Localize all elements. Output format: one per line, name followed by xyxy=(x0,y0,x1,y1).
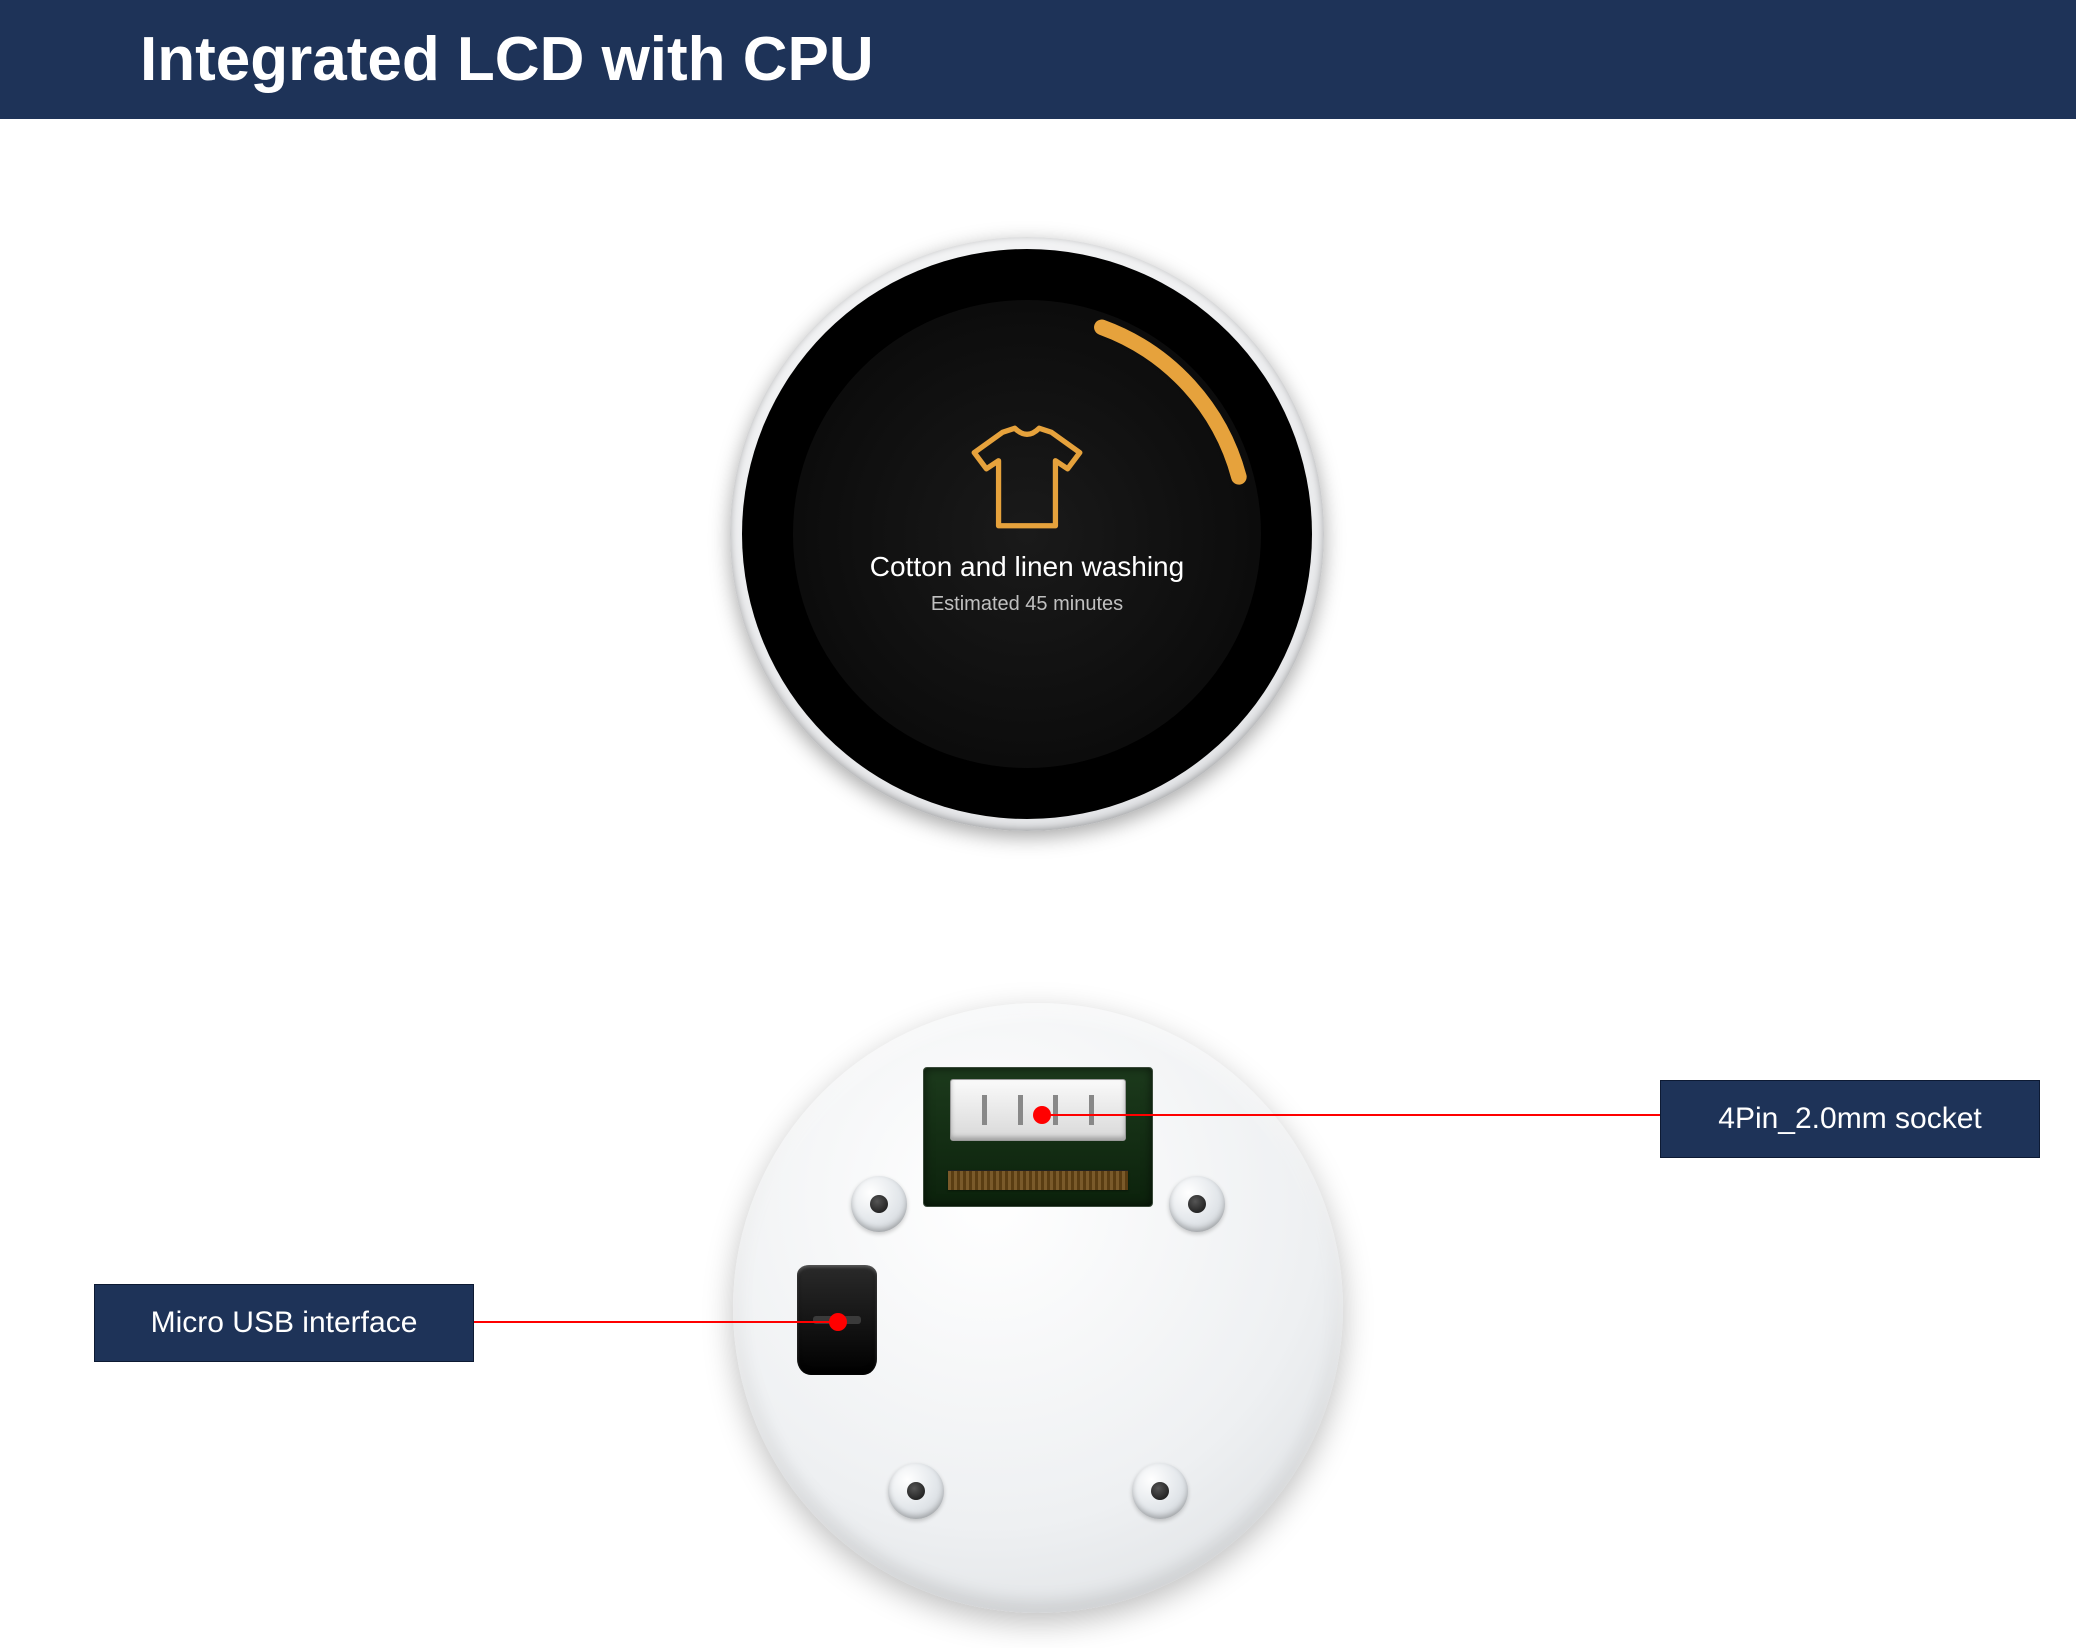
connector-pin xyxy=(1018,1095,1023,1125)
standoff xyxy=(1169,1176,1225,1232)
callout-line-socket xyxy=(1042,1114,1660,1116)
callout-line-usb xyxy=(474,1321,838,1323)
connector-pin xyxy=(1053,1095,1058,1125)
callout-dot-usb xyxy=(829,1313,847,1331)
standoff xyxy=(888,1463,944,1519)
device-back xyxy=(733,1003,1343,1613)
connector-pin xyxy=(982,1095,987,1125)
page-title: Integrated LCD with CPU xyxy=(140,25,874,94)
standoff xyxy=(1132,1463,1188,1519)
ribbon-cable xyxy=(948,1170,1128,1190)
connector-pin xyxy=(1089,1095,1094,1125)
callout-dot-socket xyxy=(1033,1106,1051,1124)
device-front: Cotton and linen washing Estimated 45 mi… xyxy=(730,237,1324,831)
standoff xyxy=(851,1176,907,1232)
progress-arc xyxy=(793,300,1260,767)
lcd-inner: Cotton and linen washing Estimated 45 mi… xyxy=(793,300,1260,767)
title-bar: Integrated LCD with CPU xyxy=(0,0,2076,119)
lcd-screen: Cotton and linen washing Estimated 45 mi… xyxy=(742,249,1312,819)
callout-label-socket: 4Pin_2.0mm socket xyxy=(1660,1080,2040,1158)
page: Integrated LCD with CPU Cotton and linen… xyxy=(0,0,2076,1648)
callout-label-usb: Micro USB interface xyxy=(94,1284,474,1362)
